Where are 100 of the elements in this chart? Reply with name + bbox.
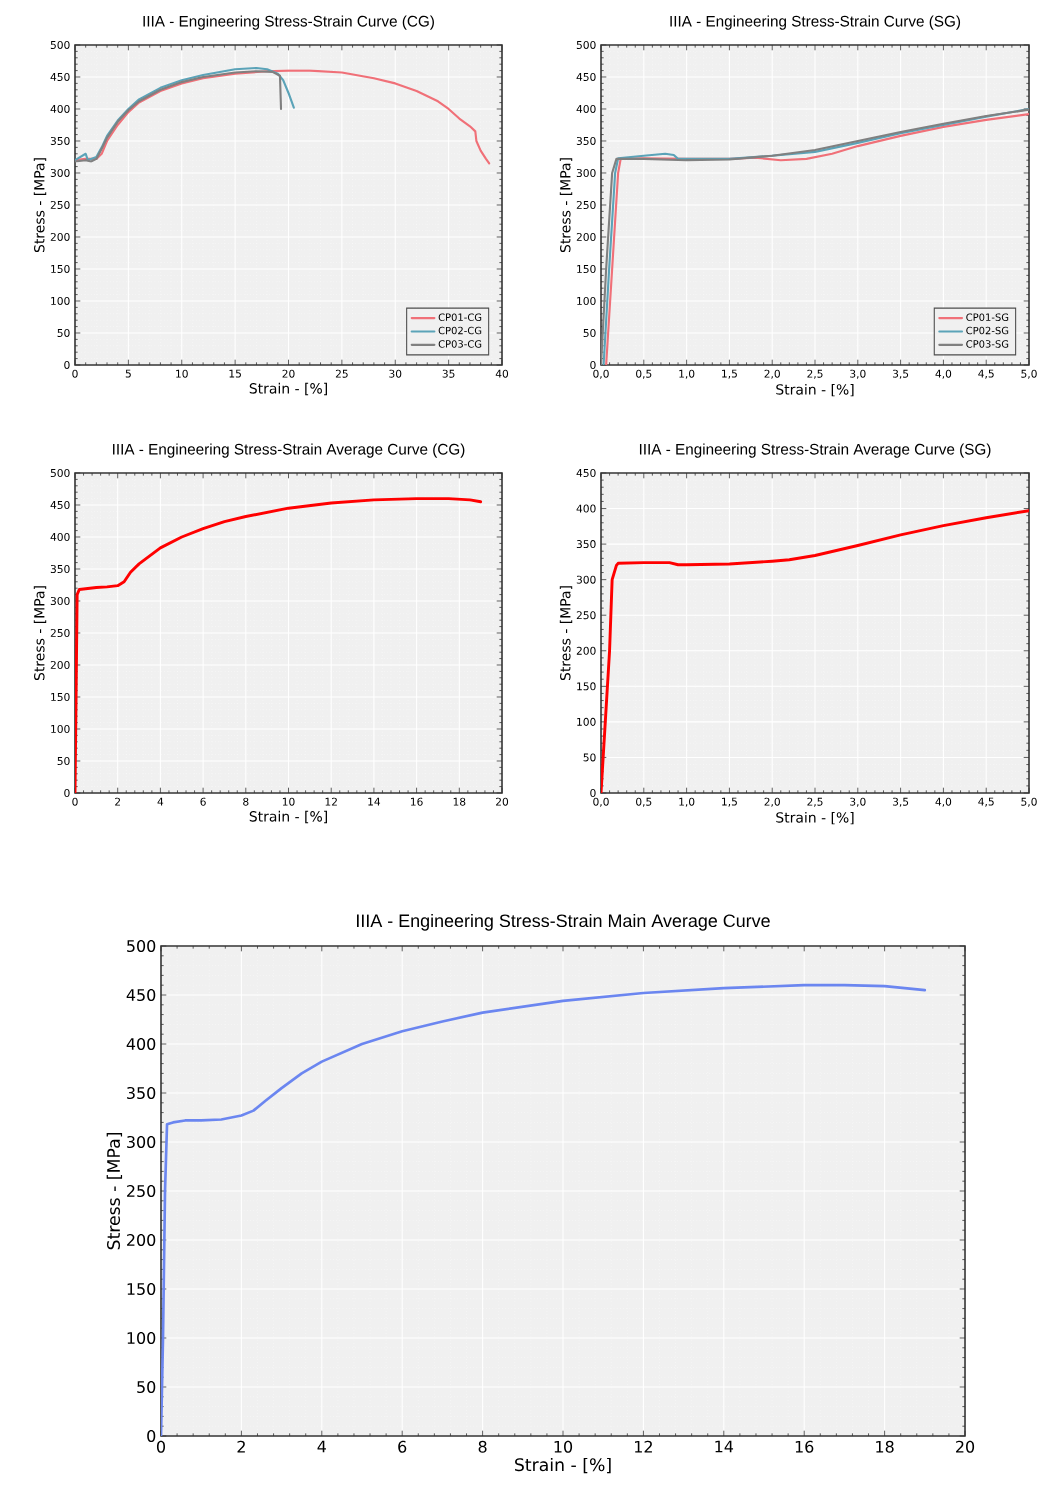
- y-tick-label: 100: [127, 1331, 156, 1345]
- y-tick-label: 450: [576, 72, 596, 81]
- x-tick-label: 2: [115, 797, 121, 806]
- x-tick-label: 2: [237, 1440, 245, 1453]
- y-axis-title: Stress - [MPa]: [559, 586, 573, 681]
- x-tick-label: 15: [229, 369, 241, 378]
- y-tick-label: 200: [127, 1233, 156, 1247]
- y-tick-label: 250: [50, 200, 70, 209]
- x-axis-title: Strain - [%]: [515, 1457, 611, 1474]
- y-axis-title: Stress - [MPa]: [33, 158, 47, 253]
- x-tick-label: 4: [317, 1440, 326, 1453]
- y-tick-label: 400: [126, 1037, 156, 1051]
- y-tick-label: 100: [577, 717, 596, 726]
- y-tick-label: 450: [576, 468, 596, 478]
- y-tick-label: 300: [50, 596, 70, 605]
- y-tick-label: 450: [50, 500, 70, 509]
- y-tick-label: 100: [51, 724, 70, 733]
- y-tick-label: 50: [57, 756, 70, 765]
- y-tick-label: 400: [50, 104, 70, 113]
- x-tick-label: 1,0: [679, 369, 695, 379]
- chart-title: IIIA - Engineering Stress-Strain Average Curve (CG): [113, 443, 465, 458]
- x-tick-label: 2,5: [807, 797, 823, 807]
- y-axis-title: Stress - [MPa]: [106, 1133, 123, 1250]
- y-axis-title: Stress - [MPa]: [559, 158, 573, 253]
- y-tick-label: 350: [50, 136, 70, 145]
- y-tick-label: 350: [50, 564, 70, 573]
- x-tick-label: 4,0: [935, 797, 952, 807]
- x-tick-label: 0: [72, 797, 78, 806]
- line-series: [75, 69, 491, 165]
- x-tick-label: 5: [125, 369, 131, 378]
- x-tick-label: 14: [368, 797, 381, 806]
- y-tick-label: 400: [576, 504, 596, 513]
- y-tick-label: 50: [583, 328, 596, 337]
- y-tick-label: 200: [50, 660, 70, 669]
- y-tick-label: 450: [126, 988, 156, 1002]
- x-tick-label: 0,0: [593, 797, 609, 807]
- y-tick-label: 350: [127, 1086, 156, 1100]
- y-tick-label: 500: [127, 939, 156, 953]
- legend-label: CP02-SG: [966, 326, 1009, 335]
- y-tick-label: 350: [576, 136, 596, 145]
- x-tick-label: 2,0: [764, 797, 780, 807]
- x-tick-label: 10: [282, 797, 295, 806]
- x-tick-label: 20: [496, 797, 509, 806]
- y-tick-label: 350: [576, 540, 596, 549]
- y-tick-label: 200: [50, 232, 70, 241]
- x-tick-label: 0,5: [636, 369, 652, 379]
- y-tick-label: 150: [577, 682, 596, 691]
- y-tick-label: 50: [57, 328, 70, 337]
- x-tick-label: 16: [411, 797, 423, 806]
- x-tick-label: 10: [554, 1440, 573, 1453]
- x-tick-label: 0,5: [636, 797, 652, 807]
- x-tick-label: 10: [176, 369, 188, 378]
- x-tick-label: 20: [956, 1440, 975, 1453]
- y-tick-label: 250: [127, 1184, 156, 1198]
- legend-label: CP03-SG: [966, 340, 1009, 348]
- x-axis-title: Strain - [%]: [776, 383, 854, 397]
- y-tick-label: 0: [147, 1429, 156, 1443]
- x-tick-label: 5,0: [1021, 797, 1037, 807]
- x-tick-label: 3,0: [850, 797, 866, 807]
- y-tick-label: 150: [51, 692, 70, 701]
- y-tick-label: 450: [50, 72, 70, 81]
- legend-label: CP02-CG: [438, 326, 482, 335]
- x-tick-label: 3,0: [850, 369, 866, 379]
- y-tick-label: 200: [576, 646, 596, 655]
- chart-title: IIIA - Engineering Stress-Strain Average Curve (SG): [639, 443, 991, 458]
- y-tick-label: 400: [576, 104, 596, 113]
- chart-title: IIIA - Engineering Stress-Strain Curve (SG): [670, 15, 961, 30]
- line-series: [601, 509, 1030, 793]
- x-tick-label: 0: [72, 369, 78, 378]
- x-tick-label: 12: [325, 797, 337, 806]
- x-tick-label: 1,5: [722, 369, 737, 379]
- line-series: [75, 497, 483, 793]
- line-series: [161, 983, 927, 1436]
- x-tick-label: 18: [876, 1440, 894, 1453]
- x-tick-label: 0: [156, 1440, 166, 1453]
- x-tick-label: 6: [398, 1440, 407, 1453]
- x-tick-label: 4,5: [978, 797, 994, 807]
- y-tick-label: 50: [583, 753, 596, 762]
- y-tick-label: 0: [64, 788, 70, 797]
- chart-title: IIIA - Engineering Stress-Strain Curve (CG): [143, 15, 434, 30]
- x-tick-label: 6: [200, 797, 206, 806]
- x-tick-label: 1,0: [679, 797, 695, 807]
- x-tick-label: 4,5: [978, 369, 994, 379]
- y-tick-label: 300: [576, 168, 596, 177]
- x-tick-label: 20: [282, 369, 295, 378]
- legend-label: CP01-CG: [438, 313, 482, 321]
- y-tick-label: 0: [590, 788, 596, 798]
- x-axis-title: Strain - [%]: [249, 810, 327, 824]
- legend-label: CP01-SG: [966, 313, 1009, 321]
- y-axis-title: Stress - [MPa]: [33, 586, 47, 681]
- x-tick-label: 3,5: [892, 369, 909, 379]
- x-tick-label: 35: [442, 369, 455, 378]
- y-tick-label: 200: [576, 232, 596, 241]
- x-tick-label: 3,5: [892, 797, 909, 807]
- y-tick-label: 100: [577, 296, 596, 305]
- x-tick-label: 16: [795, 1440, 814, 1453]
- y-tick-label: 50: [137, 1380, 156, 1394]
- y-tick-label: 250: [576, 200, 596, 209]
- x-tick-label: 4,0: [935, 369, 952, 379]
- y-tick-label: 100: [51, 296, 70, 305]
